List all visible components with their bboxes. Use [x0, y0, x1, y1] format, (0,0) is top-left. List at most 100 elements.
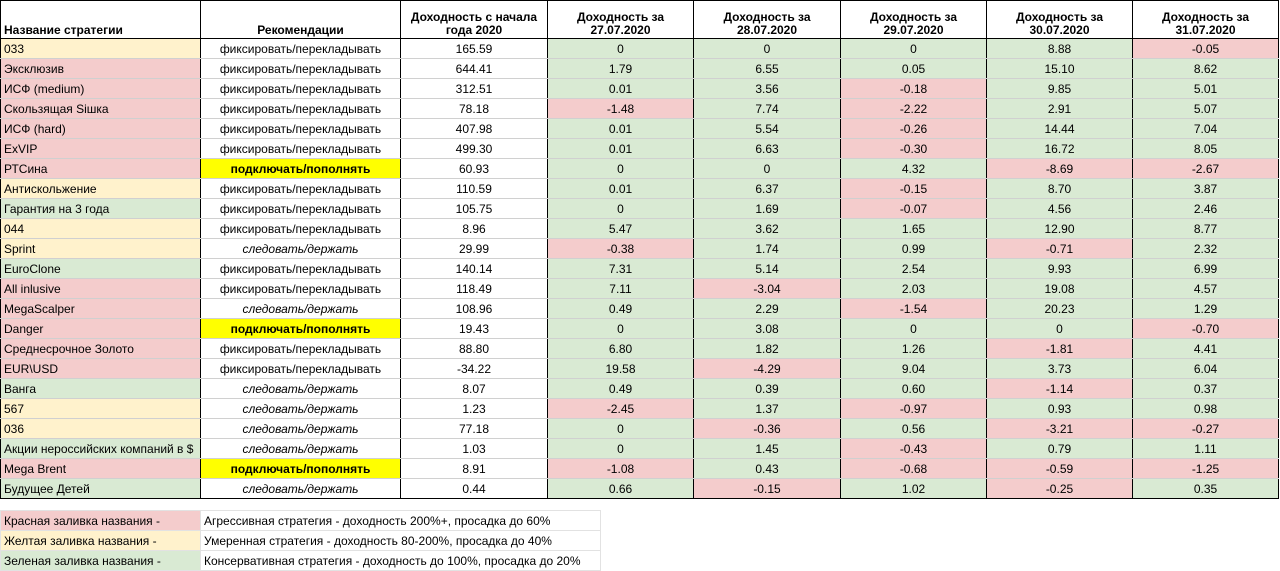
daily-return-cell[interactable]: 0 [547, 418, 694, 439]
daily-return-cell[interactable]: 0.98 [1132, 398, 1279, 419]
strategy-name-cell[interactable]: Эксклюзив [0, 58, 201, 79]
ytd-return-cell[interactable]: 88.80 [400, 338, 548, 359]
daily-return-cell[interactable]: 0 [693, 158, 841, 179]
recommendation-cell[interactable]: фиксировать/перекладывать [200, 258, 401, 279]
daily-return-cell[interactable]: -0.15 [840, 178, 987, 199]
strategy-name-cell[interactable]: Гарантия на 3 года [0, 198, 201, 219]
header-cell[interactable]: Доходность за 27.07.2020 [547, 0, 694, 39]
daily-return-cell[interactable]: -0.15 [693, 478, 841, 499]
daily-return-cell[interactable]: 0.49 [547, 378, 694, 399]
daily-return-cell[interactable]: -4.29 [693, 358, 841, 379]
header-cell[interactable]: Доходность за 31.07.2020 [1132, 0, 1279, 39]
daily-return-cell[interactable]: 0 [986, 318, 1133, 339]
recommendation-cell[interactable]: фиксировать/перекладывать [200, 198, 401, 219]
daily-return-cell[interactable]: -3.21 [986, 418, 1133, 439]
recommendation-cell[interactable]: следовать/держать [200, 398, 401, 419]
strategy-name-cell[interactable]: Среднесрочное Золото [0, 338, 201, 359]
daily-return-cell[interactable]: -0.07 [840, 198, 987, 219]
recommendation-cell[interactable]: фиксировать/перекладывать [200, 38, 401, 59]
strategy-name-cell[interactable]: Скользящая Siшка [0, 98, 201, 119]
daily-return-cell[interactable]: 6.80 [547, 338, 694, 359]
daily-return-cell[interactable]: 0 [840, 318, 987, 339]
daily-return-cell[interactable]: 0.01 [547, 118, 694, 139]
daily-return-cell[interactable]: 2.46 [1132, 198, 1279, 219]
daily-return-cell[interactable]: 0 [693, 38, 841, 59]
daily-return-cell[interactable]: -0.59 [986, 458, 1133, 479]
daily-return-cell[interactable]: 3.87 [1132, 178, 1279, 199]
strategy-name-cell[interactable]: 036 [0, 418, 201, 439]
daily-return-cell[interactable]: 15.10 [986, 58, 1133, 79]
daily-return-cell[interactable]: 20.23 [986, 298, 1133, 319]
ytd-return-cell[interactable]: 0.44 [400, 478, 548, 499]
recommendation-cell[interactable]: фиксировать/перекладывать [200, 58, 401, 79]
recommendation-cell[interactable]: подключать/пополнять [200, 158, 401, 179]
header-cell[interactable]: Название стратегии [0, 0, 201, 39]
daily-return-cell[interactable]: 6.63 [693, 138, 841, 159]
ytd-return-cell[interactable]: 29.99 [400, 238, 548, 259]
daily-return-cell[interactable]: 0.01 [547, 178, 694, 199]
ytd-return-cell[interactable]: 312.51 [400, 78, 548, 99]
recommendation-cell[interactable]: следовать/держать [200, 478, 401, 499]
daily-return-cell[interactable]: 8.88 [986, 38, 1133, 59]
daily-return-cell[interactable]: 0.39 [693, 378, 841, 399]
daily-return-cell[interactable]: 19.08 [986, 278, 1133, 299]
daily-return-cell[interactable]: 0.93 [986, 398, 1133, 419]
recommendation-cell[interactable]: следовать/держать [200, 238, 401, 259]
daily-return-cell[interactable]: -1.81 [986, 338, 1133, 359]
recommendation-cell[interactable]: фиксировать/перекладывать [200, 98, 401, 119]
daily-return-cell[interactable]: 2.29 [693, 298, 841, 319]
daily-return-cell[interactable]: 2.91 [986, 98, 1133, 119]
ytd-return-cell[interactable]: 1.23 [400, 398, 548, 419]
daily-return-cell[interactable]: -0.70 [1132, 318, 1279, 339]
daily-return-cell[interactable]: 3.08 [693, 318, 841, 339]
daily-return-cell[interactable]: -2.67 [1132, 158, 1279, 179]
strategy-name-cell[interactable]: Sprint [0, 238, 201, 259]
daily-return-cell[interactable]: -0.27 [1132, 418, 1279, 439]
daily-return-cell[interactable]: 4.41 [1132, 338, 1279, 359]
daily-return-cell[interactable]: 8.05 [1132, 138, 1279, 159]
daily-return-cell[interactable]: 1.11 [1132, 438, 1279, 459]
daily-return-cell[interactable]: 0.01 [547, 78, 694, 99]
strategy-name-cell[interactable]: Антискольжение [0, 178, 201, 199]
ytd-return-cell[interactable]: 78.18 [400, 98, 548, 119]
daily-return-cell[interactable]: 7.74 [693, 98, 841, 119]
daily-return-cell[interactable]: 3.56 [693, 78, 841, 99]
daily-return-cell[interactable]: 3.62 [693, 218, 841, 239]
daily-return-cell[interactable]: 9.85 [986, 78, 1133, 99]
strategy-name-cell[interactable]: ExVIP [0, 138, 201, 159]
ytd-return-cell[interactable]: 499.30 [400, 138, 548, 159]
daily-return-cell[interactable]: -0.25 [986, 478, 1133, 499]
header-cell[interactable]: Доходность за 28.07.2020 [693, 0, 841, 39]
daily-return-cell[interactable]: 2.32 [1132, 238, 1279, 259]
ytd-return-cell[interactable]: -34.22 [400, 358, 548, 379]
strategy-name-cell[interactable]: ИСФ (medium) [0, 78, 201, 99]
daily-return-cell[interactable]: 1.74 [693, 238, 841, 259]
daily-return-cell[interactable]: 12.90 [986, 218, 1133, 239]
recommendation-cell[interactable]: фиксировать/перекладывать [200, 178, 401, 199]
daily-return-cell[interactable]: -0.30 [840, 138, 987, 159]
daily-return-cell[interactable]: 8.62 [1132, 58, 1279, 79]
daily-return-cell[interactable]: -0.38 [547, 238, 694, 259]
daily-return-cell[interactable]: 1.65 [840, 218, 987, 239]
daily-return-cell[interactable]: 0.60 [840, 378, 987, 399]
daily-return-cell[interactable]: 0.49 [547, 298, 694, 319]
recommendation-cell[interactable]: следовать/держать [200, 298, 401, 319]
daily-return-cell[interactable]: 1.26 [840, 338, 987, 359]
daily-return-cell[interactable]: 0.43 [693, 458, 841, 479]
daily-return-cell[interactable]: -1.54 [840, 298, 987, 319]
daily-return-cell[interactable]: 14.44 [986, 118, 1133, 139]
strategy-name-cell[interactable]: Mega Brent [0, 458, 201, 479]
daily-return-cell[interactable]: 0 [547, 438, 694, 459]
daily-return-cell[interactable]: 5.14 [693, 258, 841, 279]
ytd-return-cell[interactable]: 407.98 [400, 118, 548, 139]
daily-return-cell[interactable]: 19.58 [547, 358, 694, 379]
daily-return-cell[interactable]: 6.55 [693, 58, 841, 79]
daily-return-cell[interactable]: 1.79 [547, 58, 694, 79]
strategy-name-cell[interactable]: EUR\USD [0, 358, 201, 379]
strategy-name-cell[interactable]: All inlusive [0, 278, 201, 299]
ytd-return-cell[interactable]: 8.96 [400, 218, 548, 239]
daily-return-cell[interactable]: 2.54 [840, 258, 987, 279]
daily-return-cell[interactable]: -0.26 [840, 118, 987, 139]
daily-return-cell[interactable]: 8.70 [986, 178, 1133, 199]
legend-label[interactable]: Желтая заливка названия - [0, 530, 201, 551]
